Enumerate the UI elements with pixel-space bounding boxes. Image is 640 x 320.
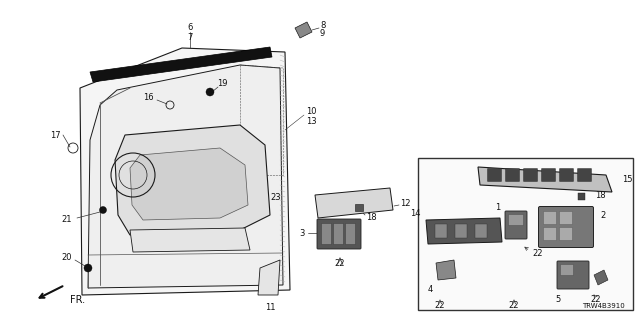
Polygon shape bbox=[315, 188, 393, 218]
Text: 5: 5 bbox=[556, 295, 561, 305]
Text: 1: 1 bbox=[495, 203, 500, 212]
Bar bbox=[435, 224, 447, 238]
FancyBboxPatch shape bbox=[346, 223, 355, 244]
Polygon shape bbox=[90, 47, 272, 82]
Polygon shape bbox=[478, 167, 612, 192]
Text: 7: 7 bbox=[188, 33, 193, 42]
Text: 15: 15 bbox=[622, 175, 632, 185]
Text: 4: 4 bbox=[428, 285, 433, 294]
Text: 9: 9 bbox=[320, 29, 325, 38]
FancyBboxPatch shape bbox=[488, 169, 502, 181]
Text: 11: 11 bbox=[265, 303, 275, 313]
Text: 6: 6 bbox=[188, 23, 193, 33]
FancyBboxPatch shape bbox=[333, 223, 344, 244]
Text: 17: 17 bbox=[50, 131, 60, 140]
FancyBboxPatch shape bbox=[561, 265, 573, 276]
Text: TRW4B3910: TRW4B3910 bbox=[582, 303, 625, 309]
Text: 10: 10 bbox=[306, 108, 317, 116]
Text: 22: 22 bbox=[591, 295, 601, 305]
Text: 22: 22 bbox=[532, 249, 543, 258]
Text: 8: 8 bbox=[320, 20, 325, 29]
FancyBboxPatch shape bbox=[506, 169, 520, 181]
Text: 22: 22 bbox=[435, 300, 445, 309]
FancyBboxPatch shape bbox=[578, 193, 585, 200]
Polygon shape bbox=[80, 48, 290, 295]
Text: 2: 2 bbox=[600, 211, 605, 220]
FancyBboxPatch shape bbox=[559, 228, 573, 241]
Text: 14: 14 bbox=[410, 210, 421, 219]
Text: FR.: FR. bbox=[70, 295, 85, 305]
Polygon shape bbox=[88, 65, 283, 288]
Text: 18: 18 bbox=[365, 213, 376, 222]
FancyBboxPatch shape bbox=[559, 169, 573, 181]
Polygon shape bbox=[295, 22, 312, 38]
Text: 22: 22 bbox=[335, 259, 345, 268]
FancyBboxPatch shape bbox=[577, 169, 591, 181]
Circle shape bbox=[84, 264, 92, 272]
Polygon shape bbox=[130, 148, 248, 220]
FancyBboxPatch shape bbox=[543, 212, 557, 225]
Text: 12: 12 bbox=[400, 198, 410, 207]
FancyBboxPatch shape bbox=[543, 228, 557, 241]
Bar bbox=[455, 224, 467, 238]
FancyBboxPatch shape bbox=[541, 169, 556, 181]
Bar bbox=[475, 224, 487, 238]
FancyBboxPatch shape bbox=[559, 212, 573, 225]
Text: 22: 22 bbox=[509, 300, 519, 309]
Circle shape bbox=[206, 88, 214, 96]
FancyBboxPatch shape bbox=[355, 204, 363, 211]
Text: 20: 20 bbox=[61, 252, 72, 261]
Text: 13: 13 bbox=[306, 116, 317, 125]
FancyBboxPatch shape bbox=[317, 219, 361, 249]
Text: 23: 23 bbox=[270, 194, 280, 203]
FancyBboxPatch shape bbox=[557, 261, 589, 289]
Polygon shape bbox=[258, 260, 280, 295]
Polygon shape bbox=[426, 218, 502, 244]
Text: 3: 3 bbox=[300, 228, 305, 237]
Text: 16: 16 bbox=[143, 93, 154, 102]
Polygon shape bbox=[115, 125, 270, 235]
Text: 21: 21 bbox=[61, 215, 72, 225]
FancyBboxPatch shape bbox=[538, 206, 593, 247]
FancyBboxPatch shape bbox=[505, 211, 527, 239]
Polygon shape bbox=[436, 260, 456, 280]
Text: 19: 19 bbox=[217, 78, 227, 87]
Polygon shape bbox=[130, 228, 250, 252]
Bar bbox=[418, 158, 633, 310]
Circle shape bbox=[99, 206, 106, 213]
Polygon shape bbox=[594, 270, 608, 285]
FancyBboxPatch shape bbox=[509, 214, 524, 226]
Text: 18: 18 bbox=[595, 191, 605, 201]
FancyBboxPatch shape bbox=[524, 169, 538, 181]
FancyBboxPatch shape bbox=[321, 223, 332, 244]
